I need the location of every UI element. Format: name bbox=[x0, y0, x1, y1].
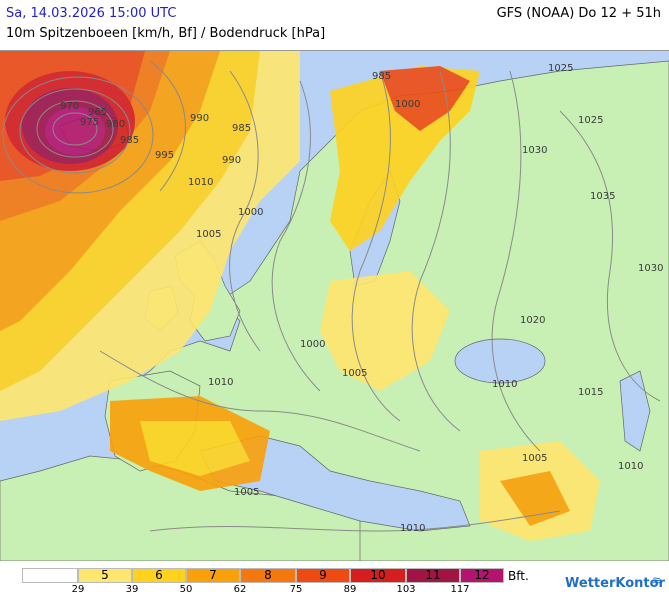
wind-icon: ≋ bbox=[652, 574, 662, 587]
gust-zone-med-inner bbox=[140, 421, 250, 476]
legend-cell: 6 bbox=[132, 568, 186, 583]
legend-value: 29 bbox=[71, 584, 85, 595]
model-run: GFS (NOAA) Do 12 + 51h bbox=[496, 6, 661, 21]
isobar-label: 980 bbox=[106, 119, 125, 130]
legend-cell: 8 bbox=[240, 568, 296, 583]
parameter-title: 10m Spitzenboeen [km/h, Bf] / Bodendruck… bbox=[6, 26, 326, 41]
weather-map: 970 965 975 980 985 985 990 990 985 995 … bbox=[0, 50, 669, 561]
gust-core-bft12 bbox=[45, 107, 105, 155]
isobar-label: 1035 bbox=[590, 191, 615, 202]
isobar-label: 1025 bbox=[578, 115, 603, 126]
mediterranean-sea bbox=[199, 435, 471, 532]
legend-value: 39 bbox=[125, 584, 139, 595]
land-africa bbox=[0, 455, 361, 561]
legend-cell: 12 bbox=[460, 568, 504, 583]
legend-unit: Bft. bbox=[508, 569, 529, 583]
isobar-label: 995 bbox=[155, 150, 174, 161]
legend-value: 75 bbox=[289, 584, 303, 595]
isobar-label: 1010 bbox=[492, 379, 517, 390]
isobar-label: 975 bbox=[80, 117, 99, 128]
isobar-label: 985 bbox=[232, 123, 251, 134]
legend-value: 50 bbox=[179, 584, 193, 595]
legend-value: 103 bbox=[396, 584, 416, 595]
isobar-label: 985 bbox=[372, 71, 391, 82]
legend-cell: 10 bbox=[350, 568, 406, 583]
wind-legend: 5 6 7 8 9 10 11 12 Bft. 29 39 50 62 75 8… bbox=[0, 563, 669, 600]
isobar-label: 965 bbox=[88, 107, 107, 118]
isobar-label: 1000 bbox=[238, 207, 263, 218]
legend-cell: 7 bbox=[186, 568, 240, 583]
gust-zone-scandinavia-strong bbox=[380, 66, 470, 131]
forecast-date: Sa, 14.03.2026 15:00 UTC bbox=[6, 6, 177, 21]
isobar-label: 1010 bbox=[400, 523, 425, 534]
caspian-sea bbox=[619, 370, 651, 452]
isobar-label: 1020 bbox=[520, 315, 545, 326]
black-sea bbox=[454, 338, 546, 384]
header: Sa, 14.03.2026 15:00 UTC GFS (NOAA) Do 1… bbox=[0, 0, 669, 48]
isobar-label: 1010 bbox=[208, 377, 233, 388]
legend-value: 62 bbox=[233, 584, 247, 595]
isobars bbox=[2, 60, 661, 532]
isobar-label: 1010 bbox=[188, 177, 213, 188]
isobar-label: 970 bbox=[60, 101, 79, 112]
gust-shading bbox=[0, 51, 600, 541]
isobar-label: 1000 bbox=[395, 99, 420, 110]
isobar-label: 1030 bbox=[638, 263, 663, 274]
isobar-label: 985 bbox=[120, 135, 139, 146]
isobar-label: 1030 bbox=[522, 145, 547, 156]
isobar-label: 1005 bbox=[342, 368, 367, 379]
isobar-label: 1005 bbox=[234, 487, 259, 498]
isobar-label: 1015 bbox=[578, 387, 603, 398]
brand-logo[interactable]: WetterKontor bbox=[565, 576, 665, 591]
isobar-label: 1005 bbox=[522, 453, 547, 464]
isobar-label: 990 bbox=[190, 113, 209, 124]
legend-value: 89 bbox=[343, 584, 357, 595]
legend-cell bbox=[22, 568, 78, 583]
legend-cell: 9 bbox=[296, 568, 350, 583]
legend-value: 117 bbox=[450, 584, 470, 595]
isobar-label: 1025 bbox=[548, 63, 573, 74]
isobar-label: 1000 bbox=[300, 339, 325, 350]
isobar-labels: 970 965 975 980 985 985 990 990 985 995 … bbox=[60, 63, 663, 534]
gust-zone-central bbox=[320, 271, 450, 391]
legend-cell: 5 bbox=[78, 568, 132, 583]
isobar-label: 1005 bbox=[196, 229, 221, 240]
isobar-label: 1010 bbox=[618, 461, 643, 472]
isobar-label: 990 bbox=[222, 155, 241, 166]
legend-cell: 11 bbox=[406, 568, 460, 583]
